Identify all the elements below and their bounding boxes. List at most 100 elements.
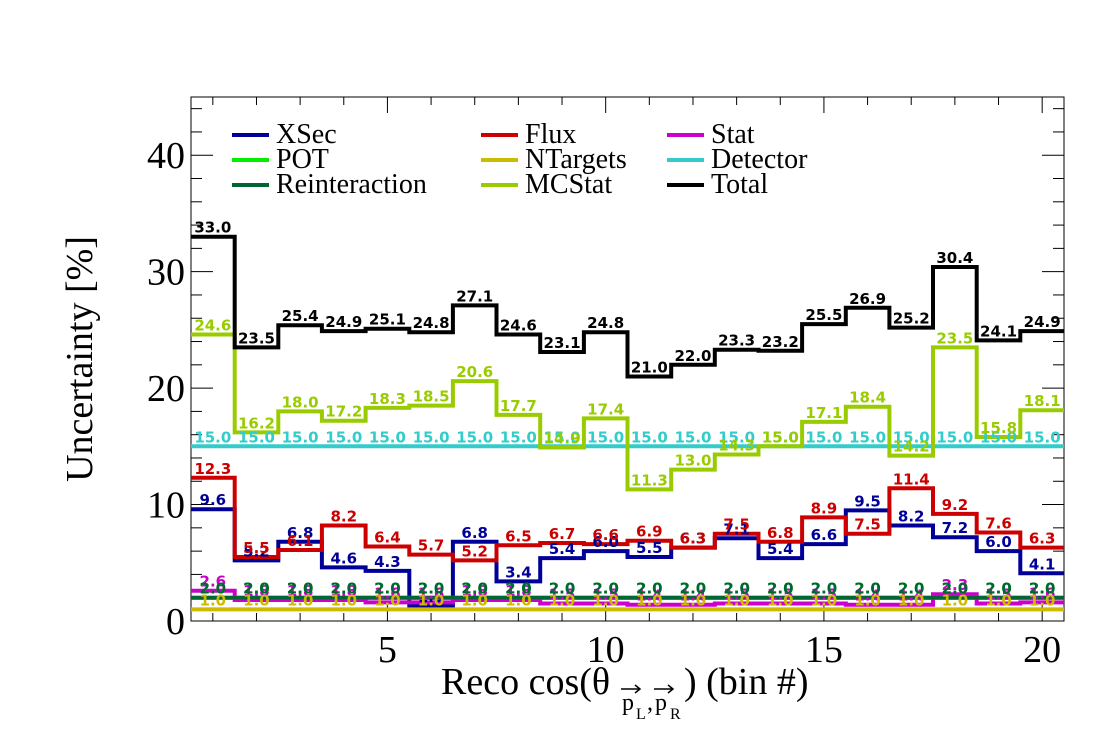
value-label-total: 25.5: [805, 306, 842, 324]
legend-label-ntargets: NTargets: [525, 144, 627, 175]
x-axis-subscript-pr: p: [655, 690, 667, 716]
value-label-xsec: 6.8: [287, 524, 314, 542]
value-label-total: 23.1: [544, 334, 581, 352]
value-label-stat: 1.5: [549, 586, 576, 604]
value-label-ntargets: 1.0: [942, 591, 969, 609]
value-label-mcstat: 23.5: [936, 329, 973, 347]
y-axis-title: Uncertainty [%]: [59, 236, 101, 482]
value-label-total: 25.4: [282, 307, 319, 325]
value-label-reinteraction: 2.0: [854, 580, 881, 598]
value-label-xsec: 9.6: [200, 491, 227, 509]
value-label-pot: 2.0: [330, 580, 357, 598]
value-label-stat: 1.6: [374, 584, 401, 602]
value-label-xsec: 1.3: [418, 588, 445, 606]
legend: XSec Flux Stat POT NTargets Detector Reinterac…: [232, 119, 808, 200]
x-tick-label: 5: [378, 629, 397, 671]
value-label-flux: 7.5: [723, 516, 750, 534]
value-label-pot: 2.0: [723, 580, 750, 598]
x-tick-label: 20: [1023, 629, 1061, 671]
value-label-ntargets: 1.0: [592, 591, 619, 609]
value-label-reinteraction: 2.0: [200, 580, 227, 598]
value-label-total: 24.8: [587, 314, 624, 332]
value-label-mcstat: 16.2: [238, 414, 275, 432]
value-label-reinteraction: 2.0: [942, 580, 969, 598]
value-label-detector: 15.0: [369, 428, 406, 446]
value-label-pot: 2.0: [287, 580, 314, 598]
value-label-reinteraction: 2.0: [243, 580, 270, 598]
value-label-detector: 15.0: [587, 428, 624, 446]
value-label-mcstat: 18.5: [413, 388, 450, 406]
x-axis-title: Reco cos(θ: [441, 661, 610, 703]
value-label-mcstat: 18.1: [1024, 392, 1061, 410]
value-label-pot: 2.0: [942, 580, 969, 598]
vector-arrow-pl: [621, 684, 642, 694]
value-label-mcstat: 14.2: [893, 438, 930, 456]
value-label-reinteraction: 2.0: [287, 580, 314, 598]
value-label-xsec: 5.5: [636, 539, 663, 557]
value-label-total: 24.9: [325, 313, 362, 331]
value-label-flux: 5.2: [461, 542, 488, 560]
value-label-ntargets: 1.0: [243, 591, 270, 609]
value-label-total: 25.2: [893, 310, 930, 328]
value-label-stat: 1.4: [854, 587, 881, 605]
value-label-flux: 6.3: [1029, 530, 1056, 548]
value-label-stat: 1.5: [985, 586, 1012, 604]
value-label-stat: 1.6: [418, 584, 445, 602]
value-label-flux: 5.5: [243, 539, 270, 557]
legend-label-xsec: XSec: [276, 119, 337, 150]
value-label-xsec: 6.8: [461, 524, 488, 542]
value-label-xsec: 4.6: [330, 549, 357, 567]
value-label-detector: 15.0: [718, 428, 755, 446]
value-label-mcstat: 15.0: [762, 428, 799, 446]
value-label-reinteraction: 2.0: [680, 580, 707, 598]
value-label-detector: 15.0: [413, 428, 450, 446]
value-label-total: 23.5: [238, 329, 275, 347]
value-label-xsec: 5.2: [243, 542, 270, 560]
value-label-stat: 1.8: [243, 582, 270, 600]
value-label-flux: 8.2: [330, 508, 357, 526]
value-label-reinteraction: 2.0: [767, 580, 794, 598]
value-label-reinteraction: 2.0: [898, 580, 925, 598]
legend-label-detector: Detector: [711, 144, 808, 175]
value-label-total: 24.1: [980, 322, 1017, 340]
value-label-xsec: 7.2: [942, 519, 969, 537]
legend-label-pot: POT: [276, 144, 329, 175]
value-label-mcstat: 17.1: [805, 404, 842, 422]
value-label-flux: 6.9: [636, 523, 663, 541]
value-labels: 9.65.26.84.6 4.31.36.83.45.4 6.0 5.56.37.15…: [194, 219, 1060, 610]
value-label-pot: 2.0: [243, 580, 270, 598]
value-label-reinteraction: 2.0: [985, 580, 1012, 598]
value-label-detector: 15.0: [849, 428, 886, 446]
value-label-flux: 12.3: [194, 460, 231, 478]
value-label-xsec: 6.0: [592, 533, 619, 551]
value-label-flux: 7.6: [985, 515, 1012, 533]
value-label-reinteraction: 2.0: [636, 580, 663, 598]
value-label-reinteraction: 2.0: [549, 580, 576, 598]
value-label-detector: 15.0: [194, 428, 231, 446]
value-label-xsec: 5.4: [767, 540, 794, 558]
value-label-pot: 2.0: [811, 580, 838, 598]
value-label-flux: 6.4: [374, 528, 401, 546]
value-label-mcstat: 17.2: [325, 403, 362, 421]
value-label-stat: 1.8: [330, 582, 357, 600]
value-label-flux: 6.3: [680, 530, 707, 548]
legend-label-mcstat: MCStat: [525, 169, 612, 200]
value-label-ntargets: 1.0: [1029, 591, 1056, 609]
value-label-ntargets: 1.0: [898, 591, 925, 609]
value-label-total: 23.3: [718, 332, 755, 350]
value-label-xsec: 9.5: [854, 492, 881, 510]
value-label-flux: 6.7: [549, 525, 576, 543]
value-label-ntargets: 1.0: [200, 591, 227, 609]
value-label-flux: 7.5: [854, 516, 881, 534]
value-label-ntargets: 1.0: [287, 591, 314, 609]
value-label-pot: 2.0: [200, 580, 227, 598]
value-label-pot: 2.0: [985, 580, 1012, 598]
value-label-pot: 2.0: [505, 580, 532, 598]
value-label-xsec: 6.0: [985, 533, 1012, 551]
value-label-total: 22.0: [674, 347, 711, 365]
value-label-mcstat: 17.7: [500, 397, 537, 415]
value-label-detector: 15.0: [762, 428, 799, 446]
value-label-xsec: 3.4: [505, 563, 532, 581]
